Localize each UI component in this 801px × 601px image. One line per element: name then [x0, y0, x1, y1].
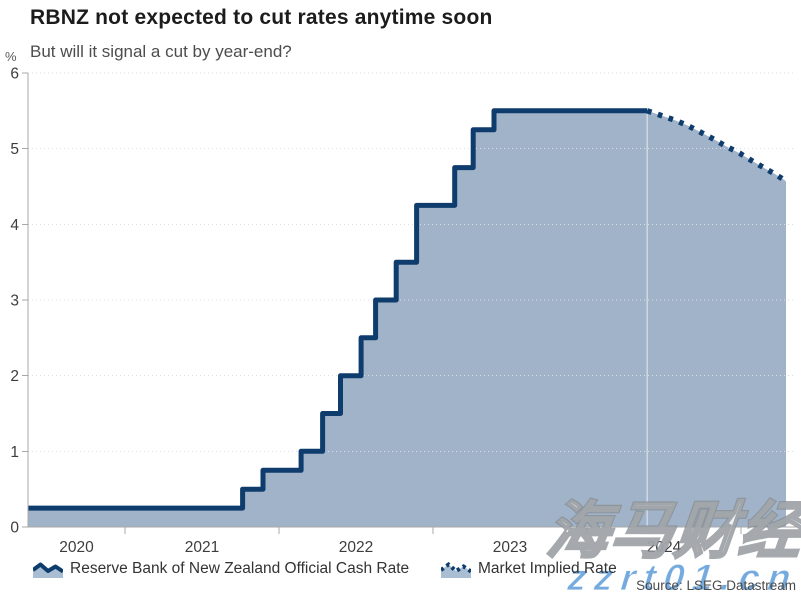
page-subtitle: But will it signal a cut by year-end? [30, 42, 292, 61]
svg-text:2022: 2022 [339, 539, 373, 556]
legend-item-ocr: Reserve Bank of New Zealand Official Cas… [33, 558, 409, 580]
svg-text:2021: 2021 [185, 539, 219, 556]
market-implied-line [646, 108, 787, 183]
axes [22, 72, 796, 534]
area-line-icon [33, 562, 63, 578]
legend-label-implied: Market Implied Rate [478, 560, 617, 577]
area-fill [28, 110, 786, 528]
svg-text:2024: 2024 [647, 539, 682, 556]
svg-text:3: 3 [10, 293, 19, 310]
legend: Reserve Bank of New Zealand Official Cas… [0, 558, 801, 580]
legend-label-ocr: Reserve Bank of New Zealand Official Cas… [70, 560, 410, 577]
svg-text:5: 5 [10, 141, 19, 158]
page-title: RBNZ not expected to cut rates anytime s… [30, 6, 493, 29]
source-credit: Source: LSEG Datastream [636, 578, 796, 593]
svg-text:6: 6 [10, 66, 19, 83]
legend-item-implied: Market Implied Rate [441, 558, 617, 580]
x-tick-labels: 2020 2021 2022 2023 2024 [59, 539, 681, 556]
y-tick-labels: 0 1 2 3 4 5 6 [10, 66, 19, 537]
svg-text:2: 2 [10, 368, 19, 385]
svg-text:0: 0 [10, 520, 19, 537]
svg-text:4: 4 [10, 217, 19, 234]
svg-text:2023: 2023 [493, 539, 527, 556]
svg-text:2020: 2020 [59, 539, 94, 556]
ocr-step-line [28, 108, 648, 511]
y-axis-unit-label: % [5, 49, 17, 64]
svg-text:1: 1 [10, 444, 19, 461]
dotted-line-icon [441, 561, 471, 578]
